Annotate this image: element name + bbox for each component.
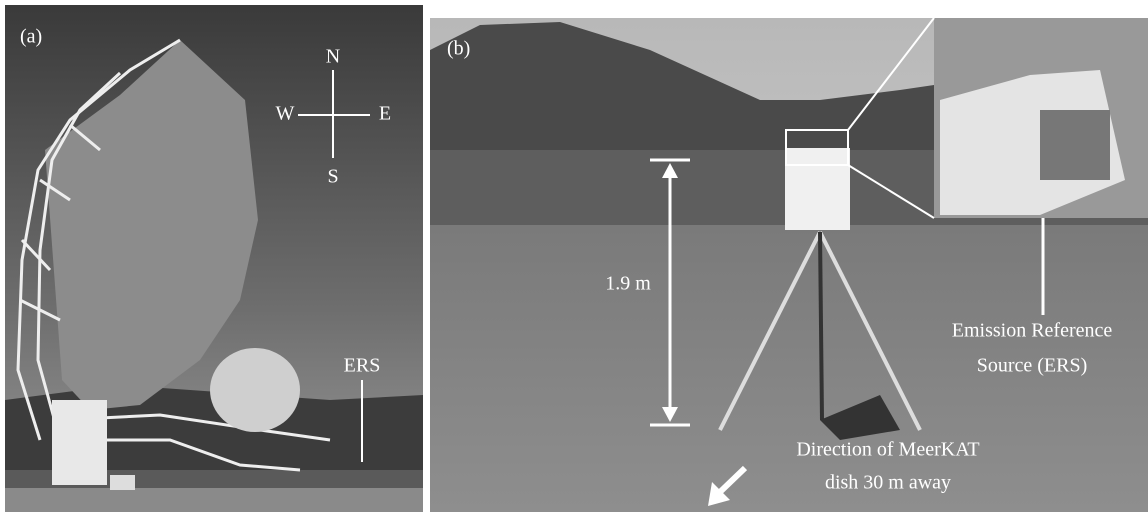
compass-south: S — [327, 166, 338, 188]
panel-label: (a) — [20, 26, 42, 48]
figure: (a) N W E S ERS (b) — [0, 0, 1148, 517]
ers-label: Source (ERS) — [977, 355, 1088, 377]
pedestal — [52, 400, 107, 485]
compass-east: E — [379, 103, 391, 125]
height-label: 1.9 m — [605, 273, 651, 295]
panel-b: (b) 1.9 m Emission Reference Source (ERS… — [430, 18, 1148, 512]
second-dish — [210, 348, 300, 432]
direction-label: Direction of MeerKAT — [796, 439, 979, 461]
compass-west: W — [276, 103, 295, 125]
panel-label: (b) — [447, 38, 470, 60]
ers-annotation: ERS — [344, 355, 381, 377]
inset-box-side — [1040, 110, 1110, 180]
equipment-box — [110, 475, 135, 490]
ers-box — [785, 148, 850, 230]
direction-label: dish 30 m away — [825, 472, 951, 494]
ers-label: Emission Reference — [952, 320, 1113, 342]
panel-a: (a) N W E S ERS — [5, 5, 423, 512]
compass-north: N — [326, 46, 340, 68]
road — [5, 488, 423, 512]
